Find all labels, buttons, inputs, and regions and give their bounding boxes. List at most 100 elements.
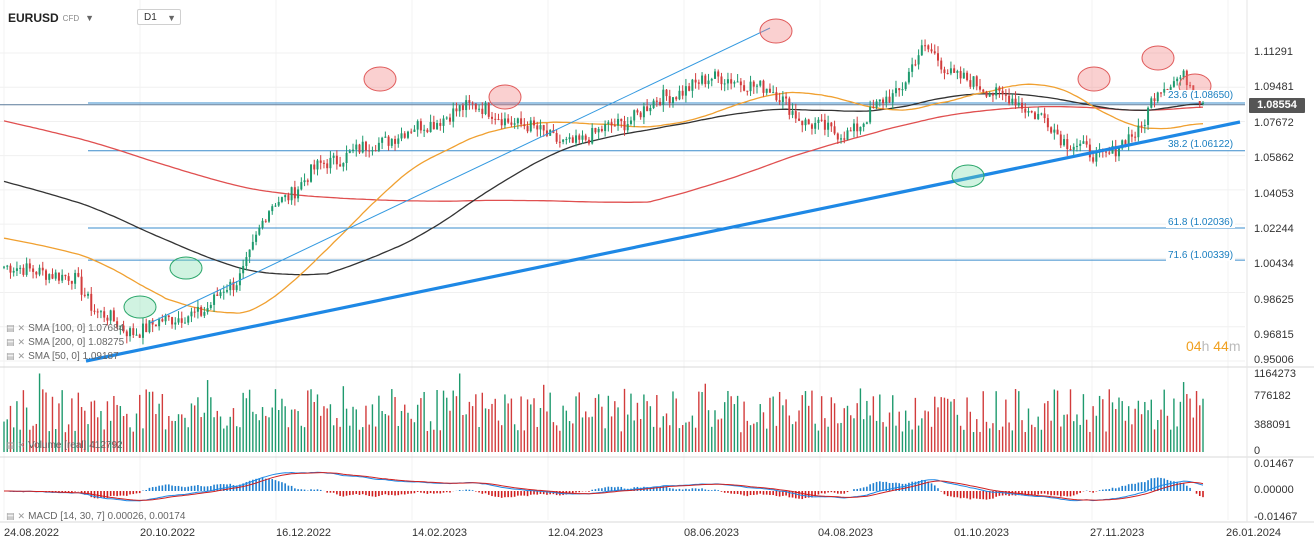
- macd-histogram-bar: [87, 491, 89, 495]
- volume-bar: [1024, 431, 1026, 452]
- macd-tick: 0.01467: [1254, 458, 1294, 470]
- macd-histogram-bar: [126, 491, 128, 496]
- close-icon[interactable]: ✕: [17, 351, 26, 361]
- volume-bar: [694, 427, 697, 452]
- candle-body: [280, 197, 283, 202]
- volume-bar: [71, 398, 73, 452]
- candle-body: [271, 206, 274, 212]
- close-icon[interactable]: ✕: [17, 440, 26, 450]
- candle-body: [646, 106, 649, 112]
- volume-bar: [1037, 416, 1039, 452]
- volume-bar: [778, 391, 781, 452]
- macd-histogram-bar: [843, 491, 846, 494]
- candle-body: [83, 294, 86, 296]
- settings-icon[interactable]: ▤: [6, 323, 15, 333]
- volume-bar: [242, 392, 244, 452]
- macd-histogram-bar: [529, 491, 532, 495]
- macd-histogram-bar: [1153, 478, 1156, 491]
- volume-bar: [656, 395, 658, 452]
- fib-label-71-6: 71.6 (1.00339): [1166, 250, 1236, 261]
- volume-bar: [811, 390, 813, 452]
- volume-bar: [507, 403, 509, 452]
- volume-bar: [934, 396, 936, 452]
- candle-body: [852, 123, 855, 132]
- macd-histogram-bar: [219, 484, 222, 491]
- macd-histogram-bar: [494, 491, 497, 497]
- volume-bar: [116, 404, 118, 452]
- volume-bar: [536, 426, 538, 452]
- candle-body: [639, 112, 642, 118]
- candle-body: [32, 268, 35, 272]
- indicator-macd[interactable]: ▤ ✕ MACD [14, 30, 7] 0.00026, 0.00174: [6, 511, 185, 522]
- settings-icon[interactable]: ▤: [6, 440, 15, 450]
- volume-bar: [759, 404, 761, 452]
- trendlines[interactable]: [85, 27, 1241, 363]
- indicator-sma200[interactable]: ▤ ✕ SMA [200, 0] 1.08275: [6, 337, 124, 348]
- volume-bar: [122, 416, 125, 452]
- candle-body: [626, 123, 629, 131]
- close-icon[interactable]: ✕: [17, 323, 26, 333]
- volume-bar: [77, 392, 80, 452]
- close-icon[interactable]: ✕: [17, 337, 26, 347]
- candle-body: [891, 93, 894, 103]
- candle-body: [991, 93, 994, 96]
- volume-bar: [45, 392, 47, 452]
- candle-body: [80, 276, 83, 295]
- macd-histogram-bar: [96, 491, 99, 499]
- symbol-name[interactable]: EURUSD: [8, 11, 59, 25]
- indicator-sma100[interactable]: ▤ ✕ SMA [100, 0] 1.07684: [6, 323, 124, 334]
- candle-body: [571, 137, 574, 143]
- chevron-down-icon[interactable]: ▼: [167, 13, 176, 23]
- volume-bar: [126, 413, 128, 452]
- candle-body: [533, 120, 536, 126]
- volume-bar: [1031, 424, 1033, 452]
- volume-bar: [646, 401, 648, 452]
- candle-body: [329, 157, 332, 169]
- settings-icon[interactable]: ▤: [6, 337, 15, 347]
- candle-body: [419, 121, 422, 131]
- last-price-badge: 1.08554: [1249, 98, 1305, 113]
- indicator-volume[interactable]: ▤ ✕ Volume [real] 412792: [6, 440, 123, 451]
- volume-bar: [1047, 400, 1049, 452]
- candle-body: [174, 322, 177, 325]
- volume-bar: [9, 405, 12, 452]
- symbol-dropdown-icon[interactable]: ▼: [85, 13, 95, 23]
- volume-bar: [187, 427, 189, 452]
- volume-bar: [219, 416, 222, 452]
- candle-body: [374, 150, 377, 152]
- candle-body: [836, 133, 839, 140]
- candle-body: [840, 138, 843, 140]
- candle-body: [820, 119, 823, 121]
- sma-100-line: [3, 92, 1204, 276]
- macd-histogram-bar: [827, 491, 829, 493]
- macd-histogram-bar: [423, 491, 425, 494]
- date-tick: 24.08.2022: [4, 527, 60, 539]
- candle-body: [933, 51, 936, 54]
- timeframe-select[interactable]: D1 ▼: [137, 9, 181, 25]
- macd-histogram-bar: [523, 491, 526, 496]
- close-icon[interactable]: ✕: [17, 511, 26, 521]
- candle-body: [132, 328, 135, 335]
- macd-histogram-bar: [1137, 482, 1140, 491]
- macd-histogram-bar: [310, 489, 312, 491]
- macd-histogram-bar: [491, 491, 493, 497]
- candle-body: [103, 311, 106, 318]
- volume-bar: [869, 415, 871, 452]
- volume-bar: [772, 396, 774, 452]
- candle-body: [468, 100, 471, 103]
- candle-body: [1163, 89, 1166, 93]
- price-tick: 1.02244: [1254, 223, 1294, 235]
- indicator-sma50[interactable]: ▤ ✕ SMA [50, 0] 1.09187: [6, 351, 119, 362]
- settings-icon[interactable]: ▤: [6, 351, 15, 361]
- candle-body: [465, 100, 468, 111]
- macd-histogram-bar: [536, 491, 539, 495]
- candle-body: [659, 101, 662, 105]
- volume-bar: [798, 410, 800, 452]
- volume-bar: [358, 429, 361, 452]
- candle-body: [565, 139, 568, 141]
- candle-body: [1182, 70, 1185, 78]
- candle-body: [681, 90, 684, 96]
- settings-icon[interactable]: ▤: [6, 511, 15, 521]
- macd-histogram-bar: [132, 491, 135, 495]
